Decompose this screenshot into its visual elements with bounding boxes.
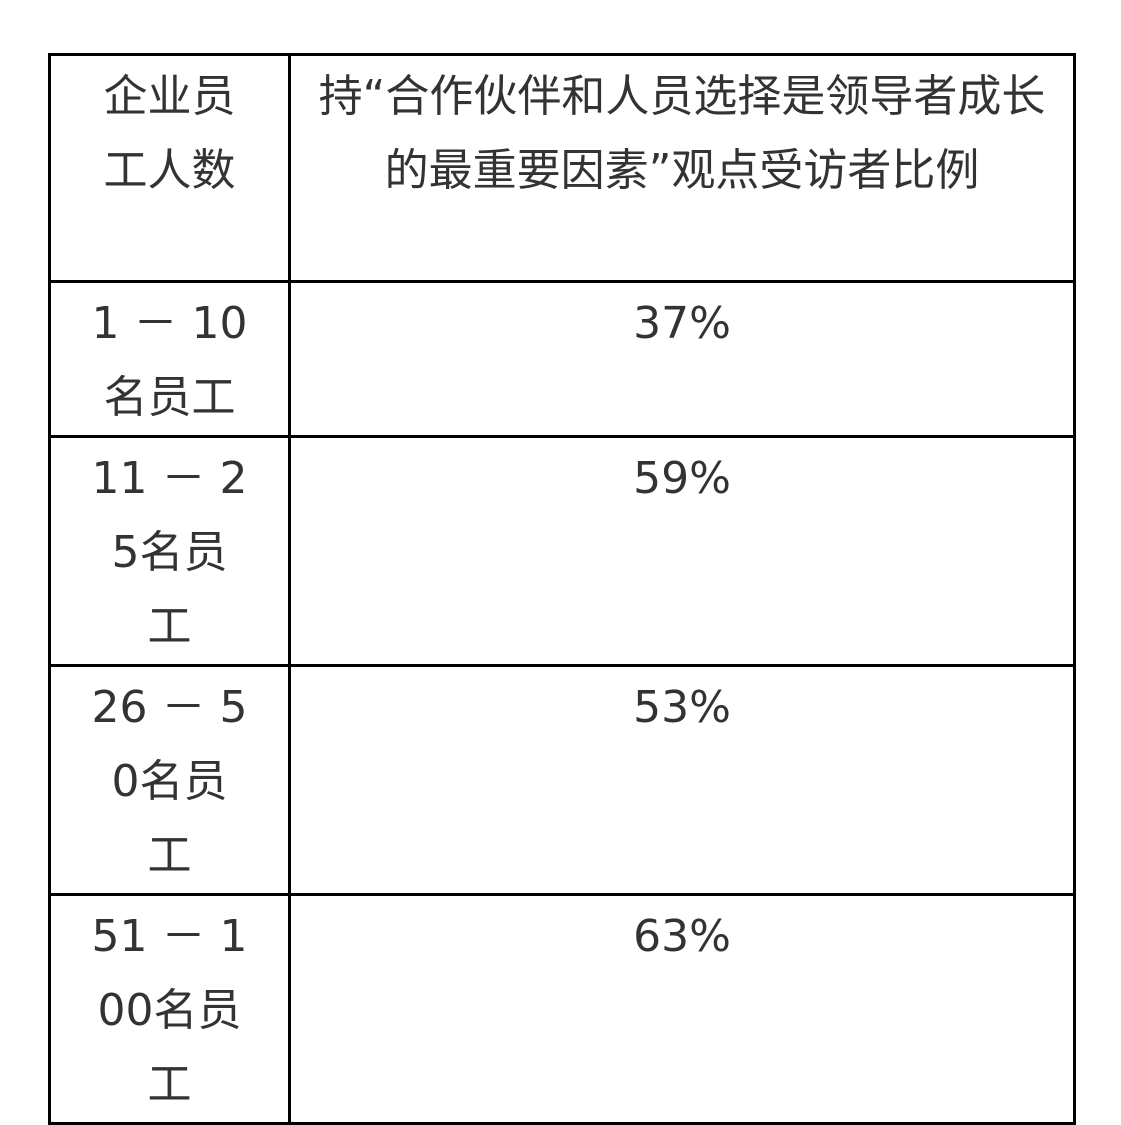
cell-company-size: 11 － 25名员工 [48,435,291,667]
cell-company-size: 51 － 100名员工 [48,893,291,1125]
cell-percent: 37% [288,280,1076,438]
cell-percent: 53% [288,664,1076,896]
table-row: 1 － 10名员工 37% [48,280,1076,438]
header-company-size: 企业员工人数 [48,53,291,283]
cell-percent: 63% [288,893,1076,1125]
table-row: 51 － 100名员工 63% [48,893,1076,1125]
cell-percent: 59% [288,435,1076,667]
table-row: 26 － 50名员工 53% [48,664,1076,896]
cell-company-size: 26 － 50名员工 [48,664,291,896]
table-header-row: 企业员工人数 持“合作伙伴和人员选择是领导者成长的最重要因素”观点受访者比例 [48,53,1076,283]
header-respondent-percent: 持“合作伙伴和人员选择是领导者成长的最重要因素”观点受访者比例 [288,53,1076,283]
cell-company-size: 1 － 10名员工 [48,280,291,438]
survey-table: 企业员工人数 持“合作伙伴和人员选择是领导者成长的最重要因素”观点受访者比例 1… [48,53,1076,1125]
table-row: 11 － 25名员工 59% [48,435,1076,667]
